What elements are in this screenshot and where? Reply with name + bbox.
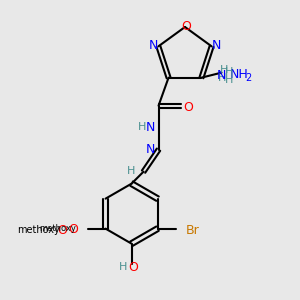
Text: O: O <box>58 224 68 237</box>
Text: N: N <box>146 121 155 134</box>
Text: H: H <box>225 75 234 85</box>
Text: O: O <box>184 101 194 114</box>
Text: H: H <box>218 73 226 83</box>
Text: H: H <box>119 262 128 272</box>
Text: O: O <box>69 223 79 236</box>
Text: H: H <box>225 67 234 77</box>
Text: methoxy: methoxy <box>17 225 60 235</box>
Text: NH: NH <box>230 68 248 81</box>
Text: H: H <box>138 122 147 132</box>
Text: Br: Br <box>185 224 199 237</box>
Text: 2: 2 <box>245 73 252 83</box>
Text: H: H <box>220 65 229 75</box>
Text: H: H <box>128 166 136 176</box>
Text: N: N <box>212 39 221 52</box>
Text: O: O <box>181 20 191 33</box>
Text: N: N <box>146 143 155 156</box>
Text: methoxy: methoxy <box>39 224 76 233</box>
Text: O: O <box>129 261 139 274</box>
Text: N: N <box>217 69 226 82</box>
Text: N: N <box>149 39 158 52</box>
